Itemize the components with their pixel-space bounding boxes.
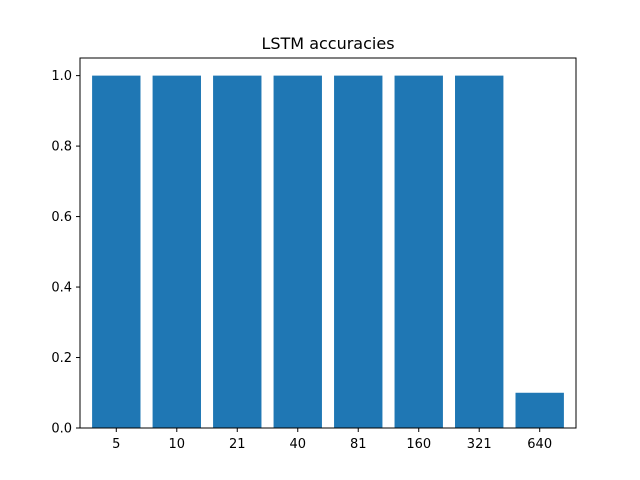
x-tick-label: 321: [467, 437, 492, 452]
x-tick-label: 160: [406, 437, 431, 452]
y-tick-label: 0.6: [51, 210, 72, 225]
y-tick-label: 1.0: [51, 69, 72, 84]
bar-640: [515, 392, 564, 428]
x-tick-label: 40: [289, 437, 306, 452]
y-tick-label: 0.8: [51, 140, 72, 155]
y-tick-label: 0.0: [51, 422, 72, 437]
bar-81: [334, 75, 383, 429]
bar-160: [394, 75, 443, 429]
x-tick-label: 5: [112, 437, 120, 452]
x-tick-label: 640: [527, 437, 552, 452]
bar-10: [152, 75, 201, 429]
x-tick-label: 21: [229, 437, 246, 452]
y-axis: 0.0 0.2 0.4 0.6 0.8 1.0: [51, 69, 80, 437]
chart-title: LSTM accuracies: [261, 34, 394, 53]
x-tick-label: 81: [350, 437, 367, 452]
bar-40: [273, 75, 322, 429]
y-tick-label: 0.2: [51, 351, 72, 366]
bar-321: [455, 75, 504, 429]
bars-group: [92, 75, 564, 429]
plot-frame: [79, 57, 577, 429]
x-axis: 5 10 21 40 81 160 321 640: [112, 428, 552, 452]
x-tick-label: 10: [169, 437, 186, 452]
bar-21: [213, 75, 262, 429]
y-tick-label: 0.4: [51, 281, 72, 296]
bar-5: [92, 75, 141, 429]
